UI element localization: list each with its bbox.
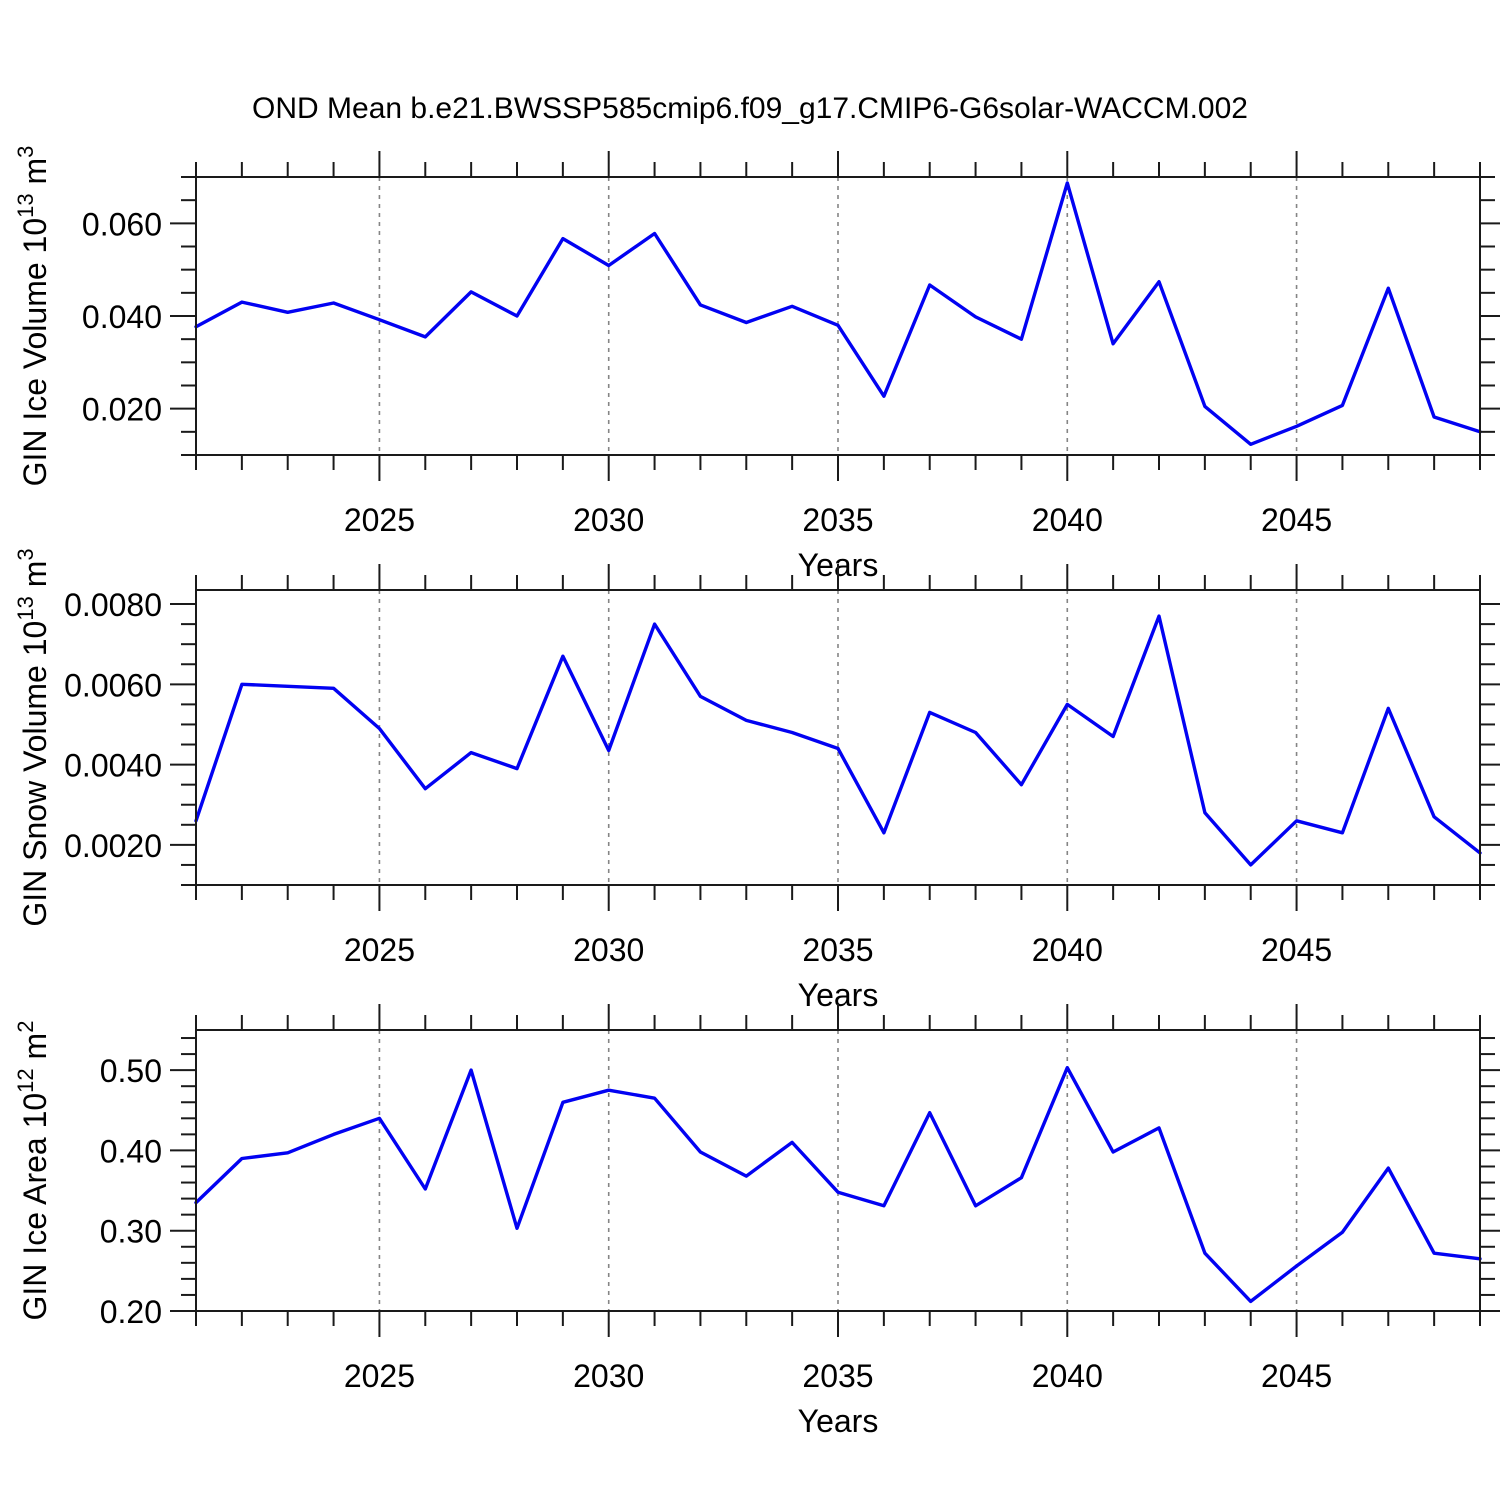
y-axis-title-sup: 13 (13, 193, 38, 217)
y-tick-label: 0.0080 (64, 587, 162, 623)
y-axis-title-sup: 2 (13, 1021, 38, 1033)
y-tick-label: 0.0060 (64, 667, 162, 703)
y-axis-title-sup: 13 (13, 596, 38, 620)
y-tick-label: 0.020 (82, 392, 162, 428)
y-axis-title: GIN Ice Area 1012 m2 (13, 1021, 53, 1321)
x-tick-label: 2045 (1261, 932, 1332, 968)
y-axis-title-part: m (17, 561, 53, 597)
x-tick-label: 2040 (1032, 1358, 1103, 1394)
y-tick-label: 0.20 (100, 1294, 162, 1330)
y-axis-title-part: GIN Ice Area 10 (17, 1093, 53, 1321)
data-line-2 (194, 614, 1482, 867)
y-tick-label: 0.0040 (64, 748, 162, 784)
x-tick-label: 2045 (1261, 1358, 1332, 1394)
y-tick-label: 0.40 (100, 1133, 162, 1169)
y-axis-title-part: GIN Snow Volume 10 (17, 621, 53, 927)
x-tick-label: 2030 (573, 1358, 644, 1394)
y-axis-title-sup: 3 (13, 548, 38, 560)
x-tick-label: 2030 (573, 502, 644, 538)
y-axis-title-sup: 3 (13, 146, 38, 158)
y-axis-title-part: m (17, 158, 53, 194)
data-line-3 (194, 1065, 1482, 1304)
x-tick-label: 2025 (344, 1358, 415, 1394)
y-tick-label: 0.0020 (64, 828, 162, 864)
y-tick-label: 0.060 (82, 206, 162, 242)
figure-title: OND Mean b.e21.BWSSP585cmip6.f09_g17.CMI… (252, 92, 1248, 125)
y-tick-label: 0.040 (82, 299, 162, 335)
y-axis-title-part: GIN Ice Volume 10 (17, 218, 53, 487)
x-axis-title: Years (798, 1403, 879, 1439)
x-tick-label: 2025 (344, 932, 415, 968)
y-axis-title: GIN Ice Volume 1013 m3 (13, 146, 53, 487)
y-tick-label: 0.50 (100, 1053, 162, 1089)
chart-panel-2: 0.0020 0.0040 0.0060 0.0080 2025 2030 2035 2040… (13, 548, 1500, 1013)
plot-frame (195, 1029, 1481, 1312)
y-axis-title: GIN Snow Volume 1013 m3 (13, 548, 53, 926)
x-tick-label: 2035 (802, 1358, 873, 1394)
y-tick-label: 0.30 (100, 1214, 162, 1250)
x-tick-label: 2035 (802, 932, 873, 968)
y-axis-title-part: m (17, 1033, 53, 1069)
x-tick-label: 2025 (344, 502, 415, 538)
chart-panel-3: 0.20 0.30 0.40 0.50 2025 2030 2035 2040 2045 Year… (13, 1004, 1500, 1439)
x-tick-label: 2030 (573, 932, 644, 968)
x-tick-label: 2035 (802, 502, 873, 538)
x-tick-label: 2040 (1032, 932, 1103, 968)
y-axis-title-sup: 12 (13, 1068, 38, 1092)
x-tick-label: 2040 (1032, 502, 1103, 538)
data-line-1 (194, 181, 1482, 446)
x-tick-label: 2045 (1261, 502, 1332, 538)
